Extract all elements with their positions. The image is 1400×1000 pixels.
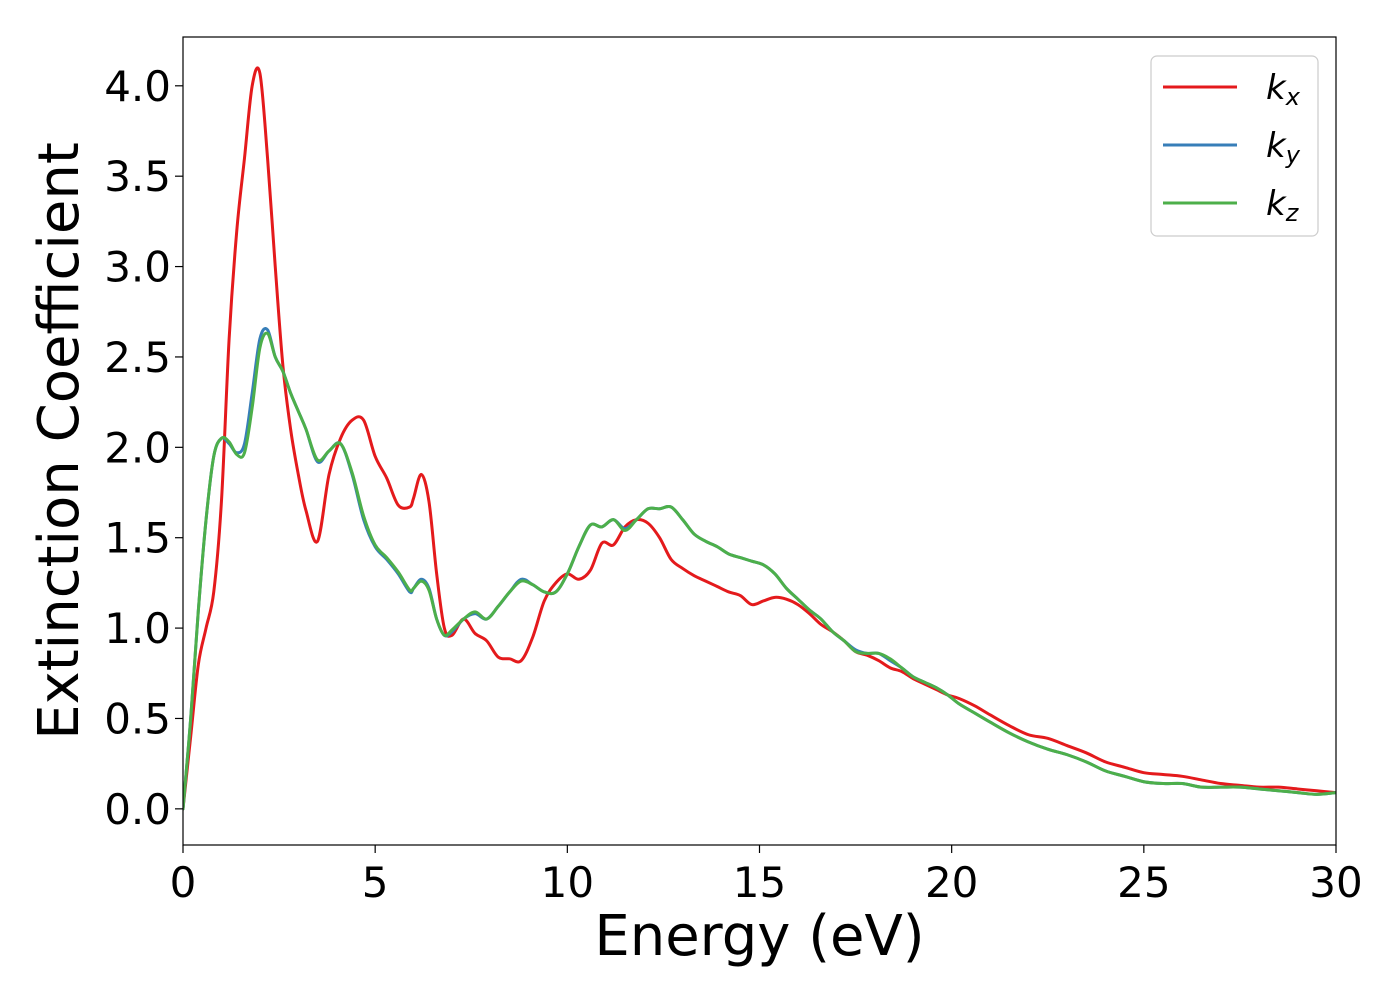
x-tick-label: 30	[1309, 858, 1362, 907]
y-axis: 0.0 0.5 1.0 1.5 2.0 2.5 3.0 3.5 4.0	[104, 62, 183, 834]
x-tick-label: 20	[925, 858, 978, 907]
series-line-kz	[183, 331, 1336, 811]
y-tick-label: 4.0	[104, 62, 171, 111]
y-tick-label: 1.5	[104, 514, 171, 563]
x-tick-label: 15	[733, 858, 786, 907]
y-tick-label: 3.5	[104, 152, 171, 201]
x-tick-label: 10	[541, 858, 594, 907]
x-axis: 0 5 10 15 20 25 30	[170, 845, 1363, 907]
legend-label-kx: kx	[1266, 68, 1301, 111]
x-tick-label: 5	[362, 858, 389, 907]
x-axis-label: Energy (eV)	[594, 904, 924, 969]
y-tick-label: 0.5	[104, 694, 171, 743]
y-tick-label: 2.5	[104, 333, 171, 382]
y-tick-label: 2.0	[104, 423, 171, 472]
series-layer	[183, 66, 1336, 811]
series-line-kx	[183, 66, 1336, 811]
legend: kx ky kz	[1150, 55, 1319, 237]
legend-label-kz: kz	[1266, 184, 1300, 227]
x-tick-label: 0	[170, 858, 197, 907]
y-tick-label: 3.0	[104, 243, 171, 292]
y-tick-label: 1.0	[104, 604, 171, 653]
x-tick-label: 25	[1117, 858, 1170, 907]
y-axis-label: Extinction Coefficient	[27, 142, 92, 740]
y-tick-label: 0.0	[104, 785, 171, 834]
legend-label-ky: ky	[1266, 126, 1301, 169]
